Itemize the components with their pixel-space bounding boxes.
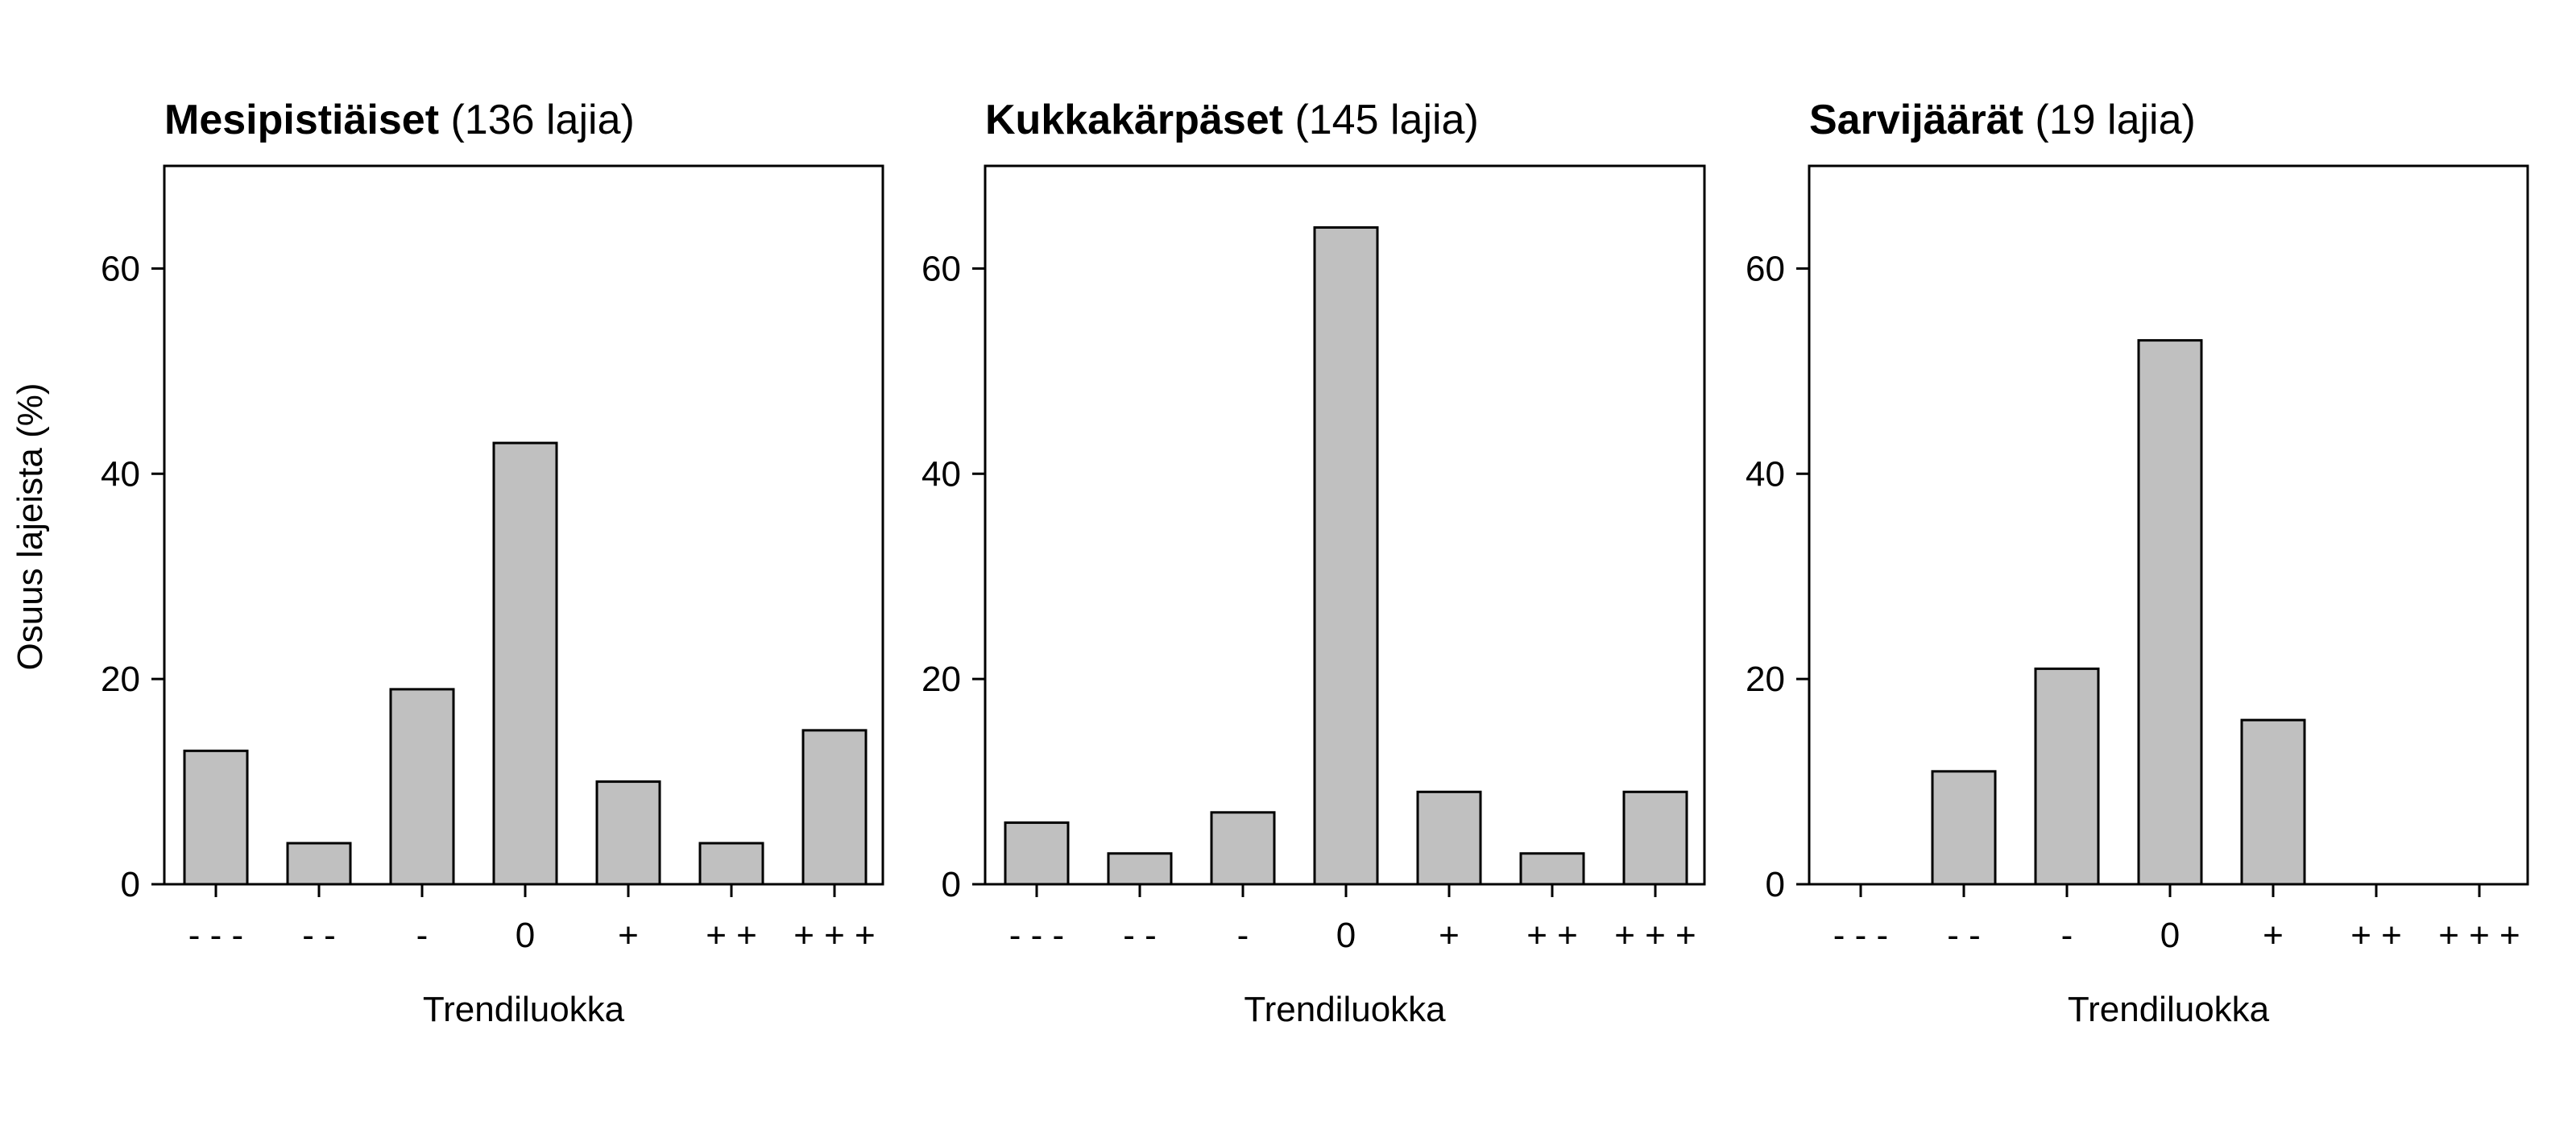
x-tick-label: 0 [516,916,535,955]
plot-frame [163,164,884,886]
x-tick-label: - - - [1833,916,1888,955]
y-tick-label: 60 [101,249,140,288]
chart-panel-2: Kukkakärpäset (145 lajia) 0 20 40 60 - - - - -… [921,97,1706,1029]
plot-frame [1808,164,2529,886]
bar-7 [1622,790,1688,886]
x-tick-label: - [2061,916,2073,955]
x-tick-label: + + [1526,916,1578,955]
x-tick-label: - - [1947,916,1981,955]
chart-panel-1: Mesipistiäiset (136 lajia) 0 20 40 60 - - - - … [101,97,884,1029]
bar-3 [389,688,455,886]
x-tick-label: 0 [2160,916,2180,955]
x-tick-label: - - - [188,916,243,955]
bar-6 [698,842,764,886]
x-tick-label: - - - [1009,916,1064,955]
bar-5 [595,780,661,886]
bar-6 [1519,852,1585,886]
y-tick-label: 20 [1746,660,1785,699]
bar-4 [2137,339,2203,886]
plot-frame [984,164,1706,886]
chart-title: Mesipistiäiset (136 lajia) [164,97,635,143]
bar-2 [1107,852,1173,886]
x-tick-label: + [2263,916,2284,955]
y-tick-label: 40 [921,454,961,494]
bar-2 [286,842,352,886]
x-tick-label: + [1439,916,1460,955]
chart-title: Sarvijäärät (19 lajia) [1809,97,2196,143]
y-axis-label: Osuus lajeista (%) [10,383,50,670]
bar-3 [2034,667,2100,886]
bar-4 [1313,225,1379,886]
chart-title-count: (145 lajia) [1283,97,1479,143]
x-tick-label: - [416,916,429,955]
x-axis-label: Trendiluokka [2068,990,2270,1029]
chart-panel-3: Sarvijäärät (19 lajia) 0 20 40 60 - - - - - - 0 +… [1746,97,2529,1029]
bar-5 [2240,718,2306,886]
y-tick-label: 40 [101,454,140,494]
x-tick-label: 0 [1336,916,1356,955]
chart-title-count: (136 lajia) [439,97,635,143]
x-axis-label: Trendiluokka [423,990,625,1029]
x-tick-label: + + + [2438,916,2520,955]
y-tick-label: 0 [942,865,961,904]
y-tick-label: 0 [121,865,140,904]
bar-5 [1416,790,1482,886]
x-tick-label: + + [2350,916,2402,955]
x-tick-label: + + + [793,916,876,955]
y-tick-label: 40 [1746,454,1785,494]
x-tick-label: - - [1123,916,1157,955]
bar-1 [183,749,249,886]
bar-2 [1931,770,1997,886]
y-tick-label: 20 [101,660,140,699]
chart-title-bold: Sarvijäärät [1809,97,2023,143]
x-axis-label: Trendiluokka [1244,990,1446,1029]
x-tick-label: + + [706,916,757,955]
bar-4 [492,441,558,886]
x-tick-label: - [1237,916,1249,955]
y-tick-label: 60 [921,249,961,288]
chart-title-bold: Kukkakärpäset [985,97,1283,143]
chart-title: Kukkakärpäset (145 lajia) [985,97,1479,143]
y-tick-label: 60 [1746,249,1785,288]
chart-title-bold: Mesipistiäiset [164,97,439,143]
y-tick-label: 20 [921,660,961,699]
x-tick-label: + [618,916,639,955]
x-tick-label: - - [302,916,336,955]
bar-3 [1210,811,1276,886]
y-tick-label: 0 [1766,865,1785,904]
bar-1 [1004,821,1070,886]
chart-title-count: (19 lajia) [2023,97,2196,143]
bar-7 [801,729,868,886]
x-tick-label: + + + [1614,916,1696,955]
chart-panels: Mesipistiäiset (136 lajia) 0 20 40 60 - - - - … [101,97,2529,1029]
